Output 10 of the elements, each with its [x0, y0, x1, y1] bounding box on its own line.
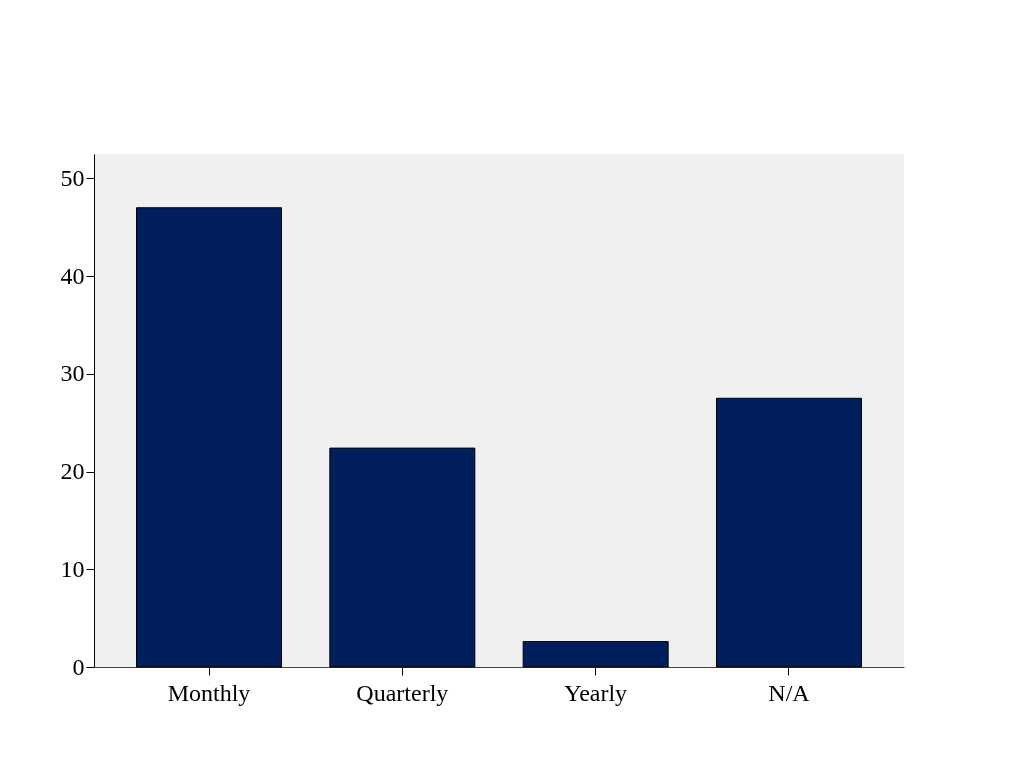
x-tick-label: Monthly: [167, 679, 251, 706]
y-tick-label: 20: [60, 458, 85, 485]
y-tick-label: 50: [60, 164, 85, 191]
x-tick-label: Yearly: [564, 679, 628, 706]
x-tick-label: Quarterly: [356, 679, 449, 706]
x-tick-label: N/A: [768, 679, 811, 706]
y-tick-label: 10: [60, 555, 85, 582]
y-tick-label: 0: [72, 653, 85, 680]
y-tick-label: 40: [60, 262, 85, 289]
y-tick-label: 30: [60, 360, 85, 387]
